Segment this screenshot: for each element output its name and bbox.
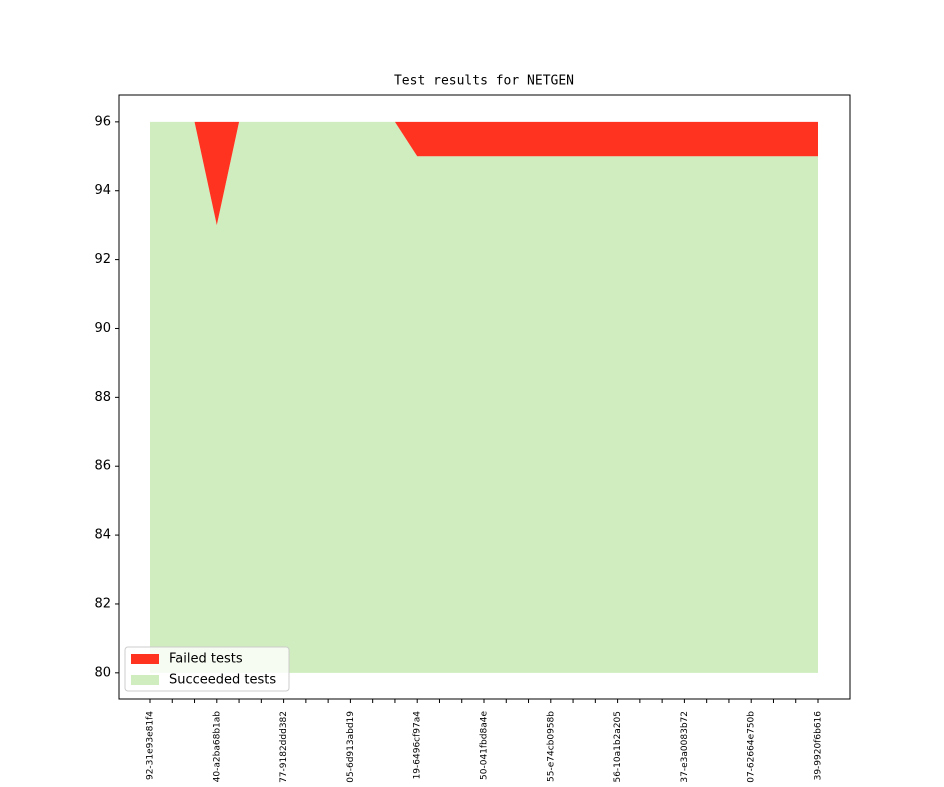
x-tick-label: 37-e3a0083b72 <box>680 711 690 783</box>
y-tick-label: 92 <box>94 252 111 267</box>
y-tick-label: 94 <box>94 183 111 198</box>
legend-label: Succeeded tests <box>169 673 276 688</box>
x-tick-label: 77-9182ddd382 <box>279 711 289 783</box>
y-tick-label: 96 <box>94 114 111 129</box>
y-tick-label: 86 <box>94 459 111 474</box>
y-tick-label: 80 <box>94 665 111 680</box>
legend-label: Failed tests <box>169 652 243 667</box>
x-tick-label: 92-31e93e81f4 <box>146 711 156 780</box>
x-tick-label: 40-a2ba68b1ab <box>212 711 222 783</box>
x-tick-label: 07-62664e750b <box>747 711 757 783</box>
x-tick-label: 56-10a1b2a205 <box>613 711 623 783</box>
x-tick-label: 39-9920f6b616 <box>814 711 824 781</box>
y-tick-label: 90 <box>94 321 111 336</box>
y-tick-label: 84 <box>94 528 111 543</box>
y-tick-label: 82 <box>94 596 111 611</box>
area <box>150 121 818 226</box>
legend-swatch <box>131 675 159 685</box>
y-tick-label: 88 <box>94 390 111 405</box>
legend-swatch <box>131 654 159 664</box>
x-tick-label: 55-e74cb0958b <box>546 711 556 782</box>
chart-title: Test results for NETGEN <box>394 74 574 89</box>
legend-box <box>124 646 290 692</box>
area <box>150 121 818 673</box>
x-tick-label: 50-041fbd8a4e <box>480 711 490 780</box>
x-tick-label: 05-6d913abd19 <box>346 711 356 783</box>
x-tick-label: 19-6496cf97a4 <box>413 711 423 780</box>
